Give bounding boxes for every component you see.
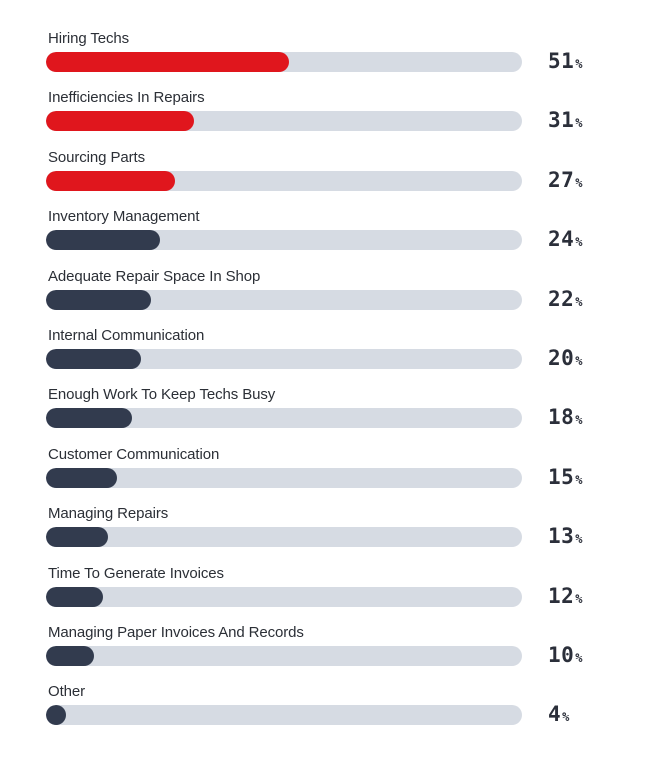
bar-time-to-generate-invoices (46, 586, 104, 607)
bar-managing-paper-invoices-and-records (46, 646, 94, 666)
value-number: 51 (548, 49, 575, 73)
category-label-internal-communication: Internal Communication (48, 327, 205, 344)
percent-sign: % (575, 175, 583, 190)
bar-track-hiring-techs (46, 52, 522, 72)
value-label-internal-communication: 20% (548, 346, 583, 370)
category-label-adequate-repair-space-in-shop: Adequate Repair Space In Shop (48, 267, 261, 285)
value-label-time-to-generate-invoices: 12% (548, 584, 583, 608)
category-label-time-to-generate-invoices: Time To Generate Invoices (48, 564, 224, 582)
value-number: 22 (548, 286, 575, 311)
value-label-inventory-management: 24% (548, 227, 583, 251)
percent-sign: % (575, 532, 583, 547)
bar-customer-communication (46, 467, 118, 488)
value-number: 10 (548, 643, 575, 667)
value-label-inefficiencies-in-repairs: 31% (548, 108, 583, 132)
category-label-enough-work-to-keep-techs-busy: Enough Work To Keep Techs Busy (48, 386, 276, 404)
bar-internal-communication (46, 349, 142, 369)
bar-track-internal-communication (46, 349, 522, 369)
category-label-sourcing-parts: Sourcing Parts (48, 148, 145, 166)
percent-sign: % (575, 472, 583, 487)
bar-track-customer-communication (46, 467, 522, 488)
category-label-inefficiencies-in-repairs: Inefficiencies In Repairs (48, 89, 205, 107)
category-label-inventory-management: Inventory Management (48, 208, 200, 226)
bar-managing-repairs (46, 527, 108, 548)
category-label-managing-repairs: Managing Repairs (48, 505, 169, 523)
percent-sign: % (575, 651, 583, 665)
percent-sign: % (575, 116, 583, 131)
value-label-customer-communication: 15% (548, 465, 583, 489)
value-number: 18 (548, 405, 575, 430)
bar-hiring-techs (46, 52, 289, 72)
percent-sign: % (575, 57, 583, 71)
value-number: 13 (548, 524, 575, 549)
bar-sourcing-parts (46, 170, 175, 191)
value-number: 31 (548, 108, 575, 133)
percent-sign: % (575, 235, 583, 250)
value-number: 4 (548, 702, 562, 727)
value-number: 27 (548, 167, 575, 192)
percent-sign: % (575, 413, 583, 428)
bar-enough-work-to-keep-techs-busy (46, 408, 132, 429)
value-number: 24 (548, 227, 575, 252)
value-number: 12 (548, 583, 575, 608)
category-label-other: Other (48, 683, 86, 701)
value-label-enough-work-to-keep-techs-busy: 18% (548, 405, 583, 429)
bar-track-inventory-management (46, 230, 522, 251)
bar-track-managing-repairs (46, 527, 522, 548)
value-label-managing-repairs: 13% (548, 524, 583, 548)
bar-track-other (46, 705, 522, 726)
value-label-hiring-techs: 51% (548, 49, 583, 73)
bar-inefficiencies-in-repairs (46, 111, 194, 132)
category-label-hiring-techs: Hiring Techs (48, 30, 130, 47)
percent-sign: % (575, 354, 583, 368)
value-label-other: 4% (548, 702, 569, 726)
bar-adequate-repair-space-in-shop (46, 289, 151, 310)
bar-other (46, 705, 66, 726)
category-label-customer-communication: Customer Communication (48, 445, 220, 463)
category-label-managing-paper-invoices-and-records: Managing Paper Invoices And Records (48, 624, 304, 641)
bar-track-sourcing-parts (46, 170, 522, 191)
value-number: 15 (548, 464, 575, 489)
percent-sign: % (575, 591, 583, 606)
bar-track-time-to-generate-invoices (46, 586, 522, 607)
value-label-adequate-repair-space-in-shop: 22% (548, 287, 583, 311)
bar-track-inefficiencies-in-repairs (46, 111, 522, 132)
bar-track-enough-work-to-keep-techs-busy (46, 408, 522, 429)
percent-sign: % (562, 710, 570, 725)
value-label-sourcing-parts: 27% (548, 168, 583, 192)
value-label-managing-paper-invoices-and-records: 10% (548, 643, 583, 667)
bar-inventory-management (46, 230, 161, 251)
bar-track-adequate-repair-space-in-shop (46, 289, 522, 310)
value-number: 20 (548, 346, 575, 370)
percent-sign: % (575, 294, 583, 309)
bar-track-managing-paper-invoices-and-records (46, 646, 522, 666)
